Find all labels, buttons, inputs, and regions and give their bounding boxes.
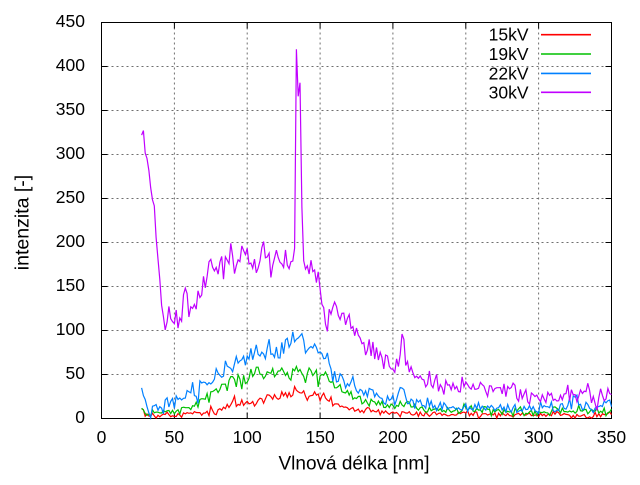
svg-text:350: 350	[56, 99, 85, 119]
svg-text:200: 200	[378, 427, 407, 447]
svg-text:400: 400	[56, 55, 85, 75]
svg-text:0: 0	[97, 427, 107, 447]
svg-text:15kV: 15kV	[489, 25, 529, 45]
svg-text:19kV: 19kV	[489, 44, 529, 64]
svg-text:Vlnová délka [nm]: Vlnová délka [nm]	[278, 454, 429, 475]
svg-text:100: 100	[233, 427, 262, 447]
svg-text:intenzita [-]: intenzita [-]	[12, 175, 34, 270]
svg-text:0: 0	[75, 407, 85, 427]
svg-text:200: 200	[56, 231, 85, 251]
svg-text:300: 300	[524, 427, 553, 447]
svg-text:150: 150	[56, 275, 85, 295]
svg-text:250: 250	[451, 427, 480, 447]
svg-text:450: 450	[56, 11, 85, 31]
svg-text:150: 150	[305, 427, 334, 447]
svg-text:250: 250	[56, 187, 85, 207]
svg-text:100: 100	[56, 319, 85, 339]
svg-text:350: 350	[597, 427, 626, 447]
svg-text:50: 50	[66, 363, 86, 383]
svg-text:22kV: 22kV	[489, 63, 529, 83]
svg-text:50: 50	[165, 427, 185, 447]
svg-text:300: 300	[56, 143, 85, 163]
svg-text:30kV: 30kV	[489, 82, 529, 102]
